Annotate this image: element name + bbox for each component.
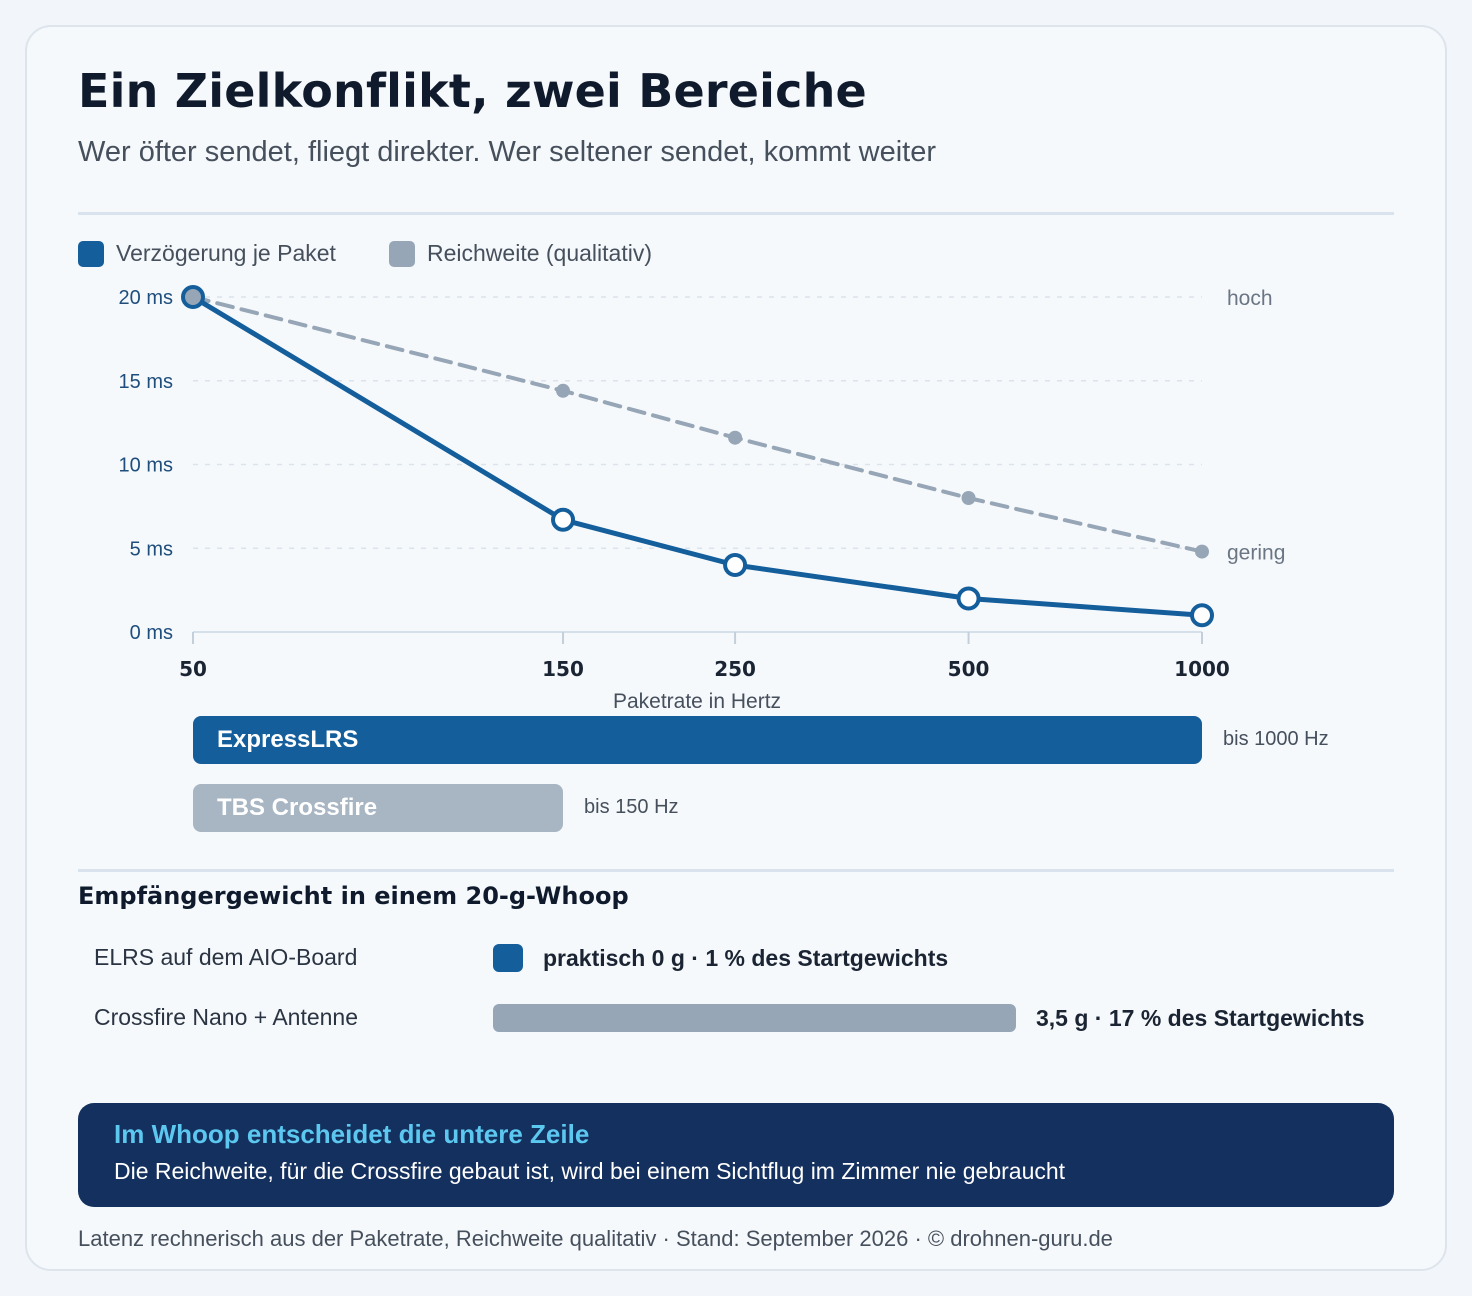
page-title: Ein Zielkonflikt, zwei Bereiche <box>78 64 867 118</box>
infographic-card <box>25 25 1447 1271</box>
legend-label-latency: Verzögerung je Paket <box>116 240 336 266</box>
y-tick-label: 10 ms <box>119 455 173 477</box>
x-tick-label: 50 <box>179 657 207 681</box>
range-point <box>961 491 976 505</box>
y-tick-label: 0 ms <box>130 622 173 644</box>
footer-note: Latenz rechnerisch aus der Paketrate, Re… <box>78 1226 1113 1251</box>
latency-point <box>551 507 576 532</box>
x-tick-label: 250 <box>714 657 756 681</box>
x-tick-label: 1000 <box>1174 657 1230 681</box>
callout-box: Im Whoop entscheidet die untere Zeile Di… <box>78 1103 1394 1207</box>
latency-range-chart: 0 ms 5 ms 10 ms 15 ms 20 ms 50 150 250 500 1000 Pa… <box>119 285 1285 713</box>
page-subtitle: Wer öfter sendet, fliegt direkter. Wer s… <box>78 136 937 168</box>
divider-top <box>78 212 1394 215</box>
weights-title: Empfängergewicht in einem 20-g-Whoop <box>78 882 629 910</box>
y-tick-label: 15 ms <box>119 371 173 393</box>
latency-series-line <box>191 294 1203 618</box>
weight-label-elrs: ELRS auf dem AIO-Board <box>94 944 358 970</box>
range-point <box>556 383 571 398</box>
latency-point <box>1190 603 1214 628</box>
range-label-high: hoch <box>1227 287 1273 310</box>
protocol-band-note: bis 1000 Hz <box>1223 728 1329 750</box>
latency-point <box>181 285 205 309</box>
protocol-band-note: bis 150 Hz <box>584 796 679 818</box>
y-tick-label: 5 ms <box>130 538 173 560</box>
callout-title: Im Whoop entscheidet die untere Zeile <box>114 1119 590 1149</box>
range-label-low: gering <box>1227 542 1285 565</box>
protocol-band: TBS Crossfire <box>193 784 564 832</box>
latency-point <box>723 553 748 577</box>
x-tick-label: 150 <box>542 657 584 681</box>
weight-bar-elrs <box>493 944 523 972</box>
weight-note-elrs: praktisch 0 g · 1 % des Startgewichts <box>543 945 949 971</box>
legend-label-range: Reichweite (qualitativ) <box>427 240 652 266</box>
legend-item-latency: Verzögerung je Paket <box>78 240 336 267</box>
range-point <box>1195 544 1209 559</box>
weight-note-crossfire: 3,5 g · 17 % des Startgewichts <box>1036 1005 1365 1031</box>
weight-label-crossfire: Crossfire Nano + Antenne <box>94 1004 359 1030</box>
divider-middle <box>78 869 1394 872</box>
x-tick-label: 500 <box>948 657 990 681</box>
range-series-line <box>191 295 1204 554</box>
weight-bar-crossfire <box>493 1004 1016 1032</box>
callout-text: Die Reichweite, für die Crossfire gebaut… <box>114 1158 1066 1184</box>
protocol-band: ExpressLRS <box>193 716 1202 764</box>
legend-swatch-range <box>389 240 415 267</box>
latency-point <box>956 586 981 611</box>
legend-swatch-latency <box>78 240 104 267</box>
range-point <box>728 430 743 445</box>
legend-item-range: Reichweite (qualitativ) <box>389 240 652 267</box>
y-tick-label: 20 ms <box>119 287 173 309</box>
x-axis-label: Paketrate in Hertz <box>613 690 781 713</box>
